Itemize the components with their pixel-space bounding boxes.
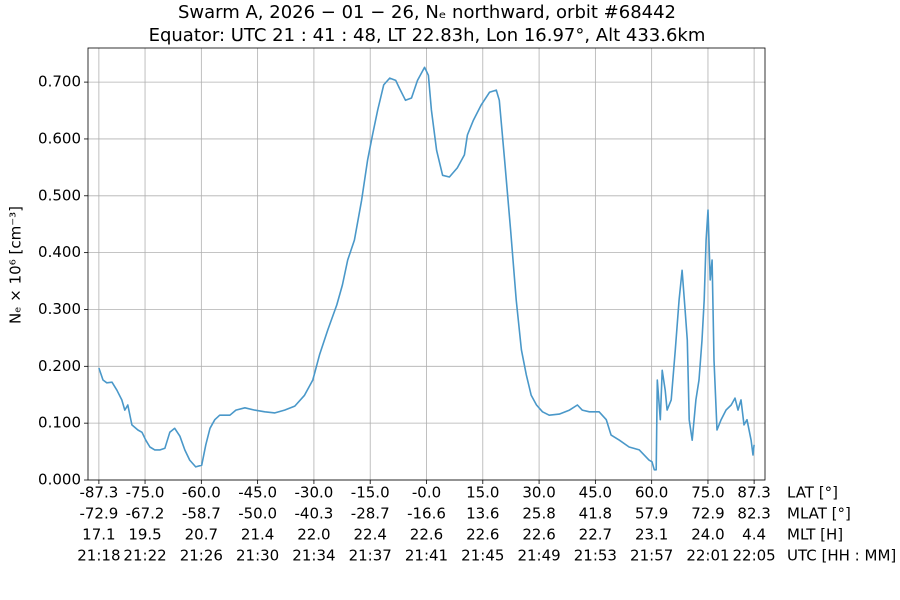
- y-tick-label: 0.500: [38, 186, 81, 204]
- row-label: MLAT [°]: [787, 505, 851, 523]
- x-tick-label: -15.0: [351, 484, 390, 502]
- row-label: UTC [HH : MM]: [787, 547, 896, 565]
- x-tick-label: -60.0: [182, 484, 221, 502]
- y-tick-label: 0.300: [38, 300, 81, 318]
- x-tick-label-row: 22:05: [732, 547, 775, 565]
- x-tick-label-row: 41.8: [579, 505, 612, 523]
- x-tick-label-row: 21:26: [180, 547, 223, 565]
- x-tick-label: -75.0: [126, 484, 165, 502]
- x-tick-label: -45.0: [238, 484, 277, 502]
- x-tick-label: -30.0: [295, 484, 334, 502]
- x-tick-label: 60.0: [635, 484, 668, 502]
- x-tick-label-row: 22.7: [579, 526, 612, 544]
- x-tick-label-row: 22.6: [466, 526, 499, 544]
- x-tick-label-row: -72.9: [79, 505, 118, 523]
- x-tick-label: -0.0: [412, 484, 441, 502]
- x-tick-label-row: -50.0: [238, 505, 277, 523]
- y-axis-label: Nₑ × 10⁶ [cm⁻³]: [7, 206, 25, 324]
- x-tick-label-row: 23.1: [635, 526, 668, 544]
- x-tick-label: -87.3: [79, 484, 118, 502]
- x-tick-label-row: 57.9: [635, 505, 668, 523]
- x-tick-label-row: 17.1: [82, 526, 115, 544]
- x-tick-label-row: 72.9: [691, 505, 724, 523]
- y-tick-label: 0.600: [38, 129, 81, 147]
- y-tick-label: 0.100: [38, 414, 81, 432]
- x-tick-label-row: 21:53: [574, 547, 617, 565]
- x-tick-label-row: 22.6: [522, 526, 555, 544]
- x-tick-label-row: 21:22: [123, 547, 166, 565]
- x-tick-label: 15.0: [466, 484, 499, 502]
- x-tick-label-row: 22:01: [686, 547, 729, 565]
- x-tick-label-row: 21:30: [236, 547, 279, 565]
- chart-subtitle: Equator: UTC 21 : 41 : 48, LT 22.83h, Lo…: [149, 25, 706, 46]
- x-tick-label-row: -28.7: [351, 505, 390, 523]
- x-axis-label: LAT [°]: [787, 484, 838, 502]
- x-tick-label-row: 24.0: [691, 526, 724, 544]
- x-tick-label-row: 21:18: [77, 547, 120, 565]
- x-tick-label-row: 13.6: [466, 505, 499, 523]
- x-tick-label-row: 21:45: [461, 547, 504, 565]
- x-tick-label-row: 21.4: [241, 526, 274, 544]
- y-tick-label: 0.700: [38, 73, 81, 91]
- x-tick-label: 75.0: [691, 484, 724, 502]
- x-tick-label-row: 4.4: [742, 526, 766, 544]
- x-tick-label-row: 82.3: [737, 505, 770, 523]
- x-tick-label-row: -16.6: [407, 505, 446, 523]
- x-tick-label-row: 21:37: [349, 547, 392, 565]
- x-tick-label-row: 25.8: [522, 505, 555, 523]
- x-tick-label-row: 22.6: [410, 526, 443, 544]
- x-tick-label: 45.0: [579, 484, 612, 502]
- y-tick-label: 0.200: [38, 357, 81, 375]
- data-line: [98, 66, 755, 471]
- x-tick-label-row: -67.2: [126, 505, 165, 523]
- x-tick-label: 30.0: [522, 484, 555, 502]
- y-tick-label: 0.000: [38, 471, 81, 489]
- y-tick-label: 0.400: [38, 243, 81, 261]
- plot-frame: [87, 47, 766, 481]
- x-tick-label-row: 22.4: [354, 526, 387, 544]
- x-tick-label-row: -40.3: [295, 505, 334, 523]
- x-tick-label: 87.3: [737, 484, 770, 502]
- x-tick-label-row: 22.0: [297, 526, 330, 544]
- x-tick-label-row: 21:41: [405, 547, 448, 565]
- x-tick-label-row: 19.5: [128, 526, 161, 544]
- x-tick-label-row: -58.7: [182, 505, 221, 523]
- x-tick-label-row: 21:34: [292, 547, 335, 565]
- x-tick-label-row: 21:57: [630, 547, 673, 565]
- row-label: MLT [H]: [787, 526, 843, 544]
- x-tick-label-row: 21:49: [517, 547, 560, 565]
- chart-title: Swarm A, 2026 − 01 − 26, Nₑ northward, o…: [178, 2, 676, 23]
- x-tick-label-row: 20.7: [185, 526, 218, 544]
